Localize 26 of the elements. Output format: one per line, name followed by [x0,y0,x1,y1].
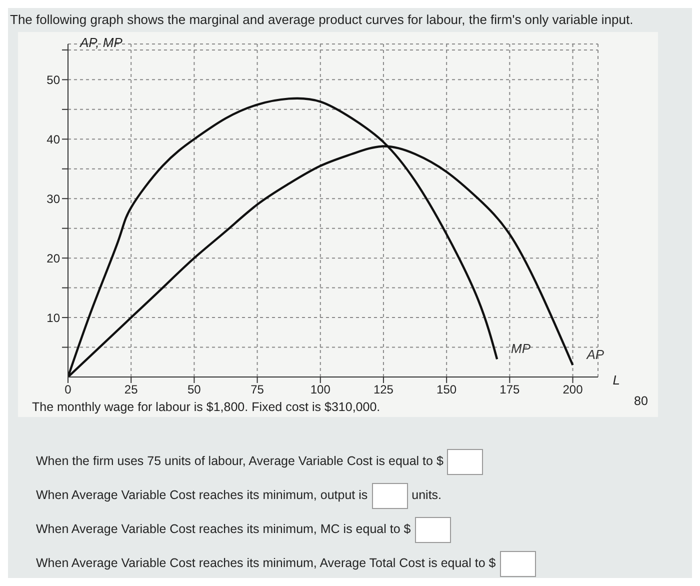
x-tick-label: 175 [500,382,520,397]
series-label: AP [586,347,604,362]
x-tick-label: 50 [188,382,202,397]
text: The monthly wage for labour is $1,800. Fixed cost is $310,000. [32,400,380,414]
x-tick-label: 100 [310,382,331,397]
chart-title: The following graph shows the marginal and average product curves for labour, the firm's only variable input. [10,12,634,27]
x-tick-label: 125 [373,382,394,397]
x-tick-label: 0 [64,382,72,397]
text: When Average Variable Cost reaches its minimum, Average Total Cost is equal to $ [36,555,497,572]
series-label: MP [511,341,531,356]
x-tick-label: 200 [562,382,584,397]
x-tick-label: 25 [124,382,138,397]
text: 80 [634,394,648,408]
y-tick-label: 10 [46,310,60,325]
x-axis-title: L [612,372,620,388]
y-tick-label: 30 [46,192,60,206]
y-tick-label: 50 [46,72,60,87]
x-tick-label: 150 [436,382,457,397]
y-tick-label: 20 [46,251,60,266]
text: When the firm uses 75 units of labour, Average Variable Cost is equal to $ [36,453,444,470]
text: When Average Variable Cost reaches its minimum, MC is equal to $ [36,521,412,538]
y-axis-title: AP, MP [79,35,123,50]
text: When Average Variable Cost reaches its minimum, output is [36,488,368,502]
text: units. [412,488,442,502]
x-tick-label: 75 [250,382,264,397]
y-tick-label: 40 [46,132,60,146]
